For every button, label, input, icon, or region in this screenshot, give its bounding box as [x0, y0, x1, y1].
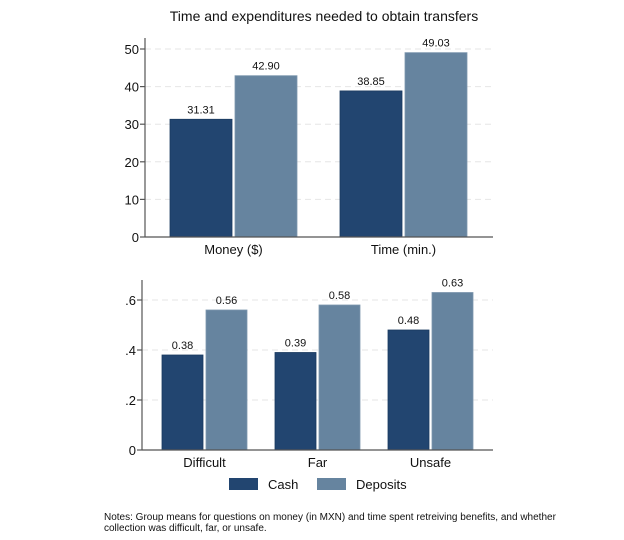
top-data-label-deposits-1: 49.03 [422, 38, 450, 50]
top-y-tick-label-2: 20 [125, 155, 139, 170]
bottom-y-tick-label-3: .6 [125, 293, 136, 308]
top-panel-money-time: 31.31 42.90 Money ($) 38.85 49.03 Time (min.)… [125, 38, 493, 257]
legend-swatch-cash [229, 478, 258, 490]
bottom-data-label-cash-2: 0.48 [398, 315, 419, 327]
bottom-y-tick-label-1: .2 [125, 393, 136, 408]
bottom-data-label-deposits-2: 0.63 [442, 278, 463, 290]
bottom-bar-cash-difficult [161, 354, 204, 451]
bottom-y-tick-label-0: 0 [129, 443, 136, 458]
top-bar-cash-time-min [339, 90, 403, 238]
top-y-tick-label-4: 40 [125, 80, 139, 95]
bottom-bar-deposits-difficult [205, 309, 248, 451]
legend-label-deposits: Deposits [356, 477, 407, 492]
top-category-label-0: Money ($) [204, 242, 263, 257]
bottom-panel-difficult-far-unsafe: 0.38 0.56 Difficult 0.39 0.58 Far 0.48 0.63 Unsa… [125, 278, 493, 470]
figure-title: Time and expenditures needed to obtain t… [170, 8, 478, 24]
bottom-data-label-deposits-1: 0.58 [329, 290, 350, 302]
figure-notes: Notes: Group means for questions on mone… [104, 512, 556, 534]
top-data-label-cash-1: 38.85 [357, 76, 385, 88]
top-data-label-deposits-0: 42.90 [252, 61, 280, 73]
top-y-tick-label-5: 50 [125, 42, 139, 57]
top-y-tick-label-3: 30 [125, 117, 139, 132]
bottom-bar-cash-unsafe [387, 329, 430, 451]
top-data-label-cash-0: 31.31 [187, 104, 215, 116]
top-bar-deposits-money [234, 75, 298, 238]
bottom-bar-cash-far [274, 352, 317, 451]
bottom-data-label-cash-0: 0.38 [172, 340, 193, 352]
bottom-bar-deposits-far [318, 304, 361, 451]
top-bar-deposits-time-min [404, 52, 468, 238]
legend-label-cash: Cash [268, 477, 298, 492]
bottom-y-tick-label-2: .4 [125, 343, 136, 358]
bottom-bar-deposits-unsafe [431, 292, 474, 451]
top-bar-cash-money [169, 118, 233, 238]
legend-swatch-deposits [317, 478, 346, 490]
top-y-tick-label-1: 10 [125, 192, 139, 207]
top-y-tick-label-0: 0 [132, 230, 139, 245]
bottom-category-label-2: Unsafe [410, 455, 451, 470]
legend: Cash Deposits [229, 477, 407, 492]
bottom-data-label-deposits-0: 0.56 [216, 295, 237, 307]
bottom-category-label-1: Far [308, 455, 328, 470]
bottom-data-label-cash-1: 0.39 [285, 338, 306, 350]
bottom-category-label-0: Difficult [183, 455, 226, 470]
top-category-label-1: Time (min.) [371, 242, 436, 257]
